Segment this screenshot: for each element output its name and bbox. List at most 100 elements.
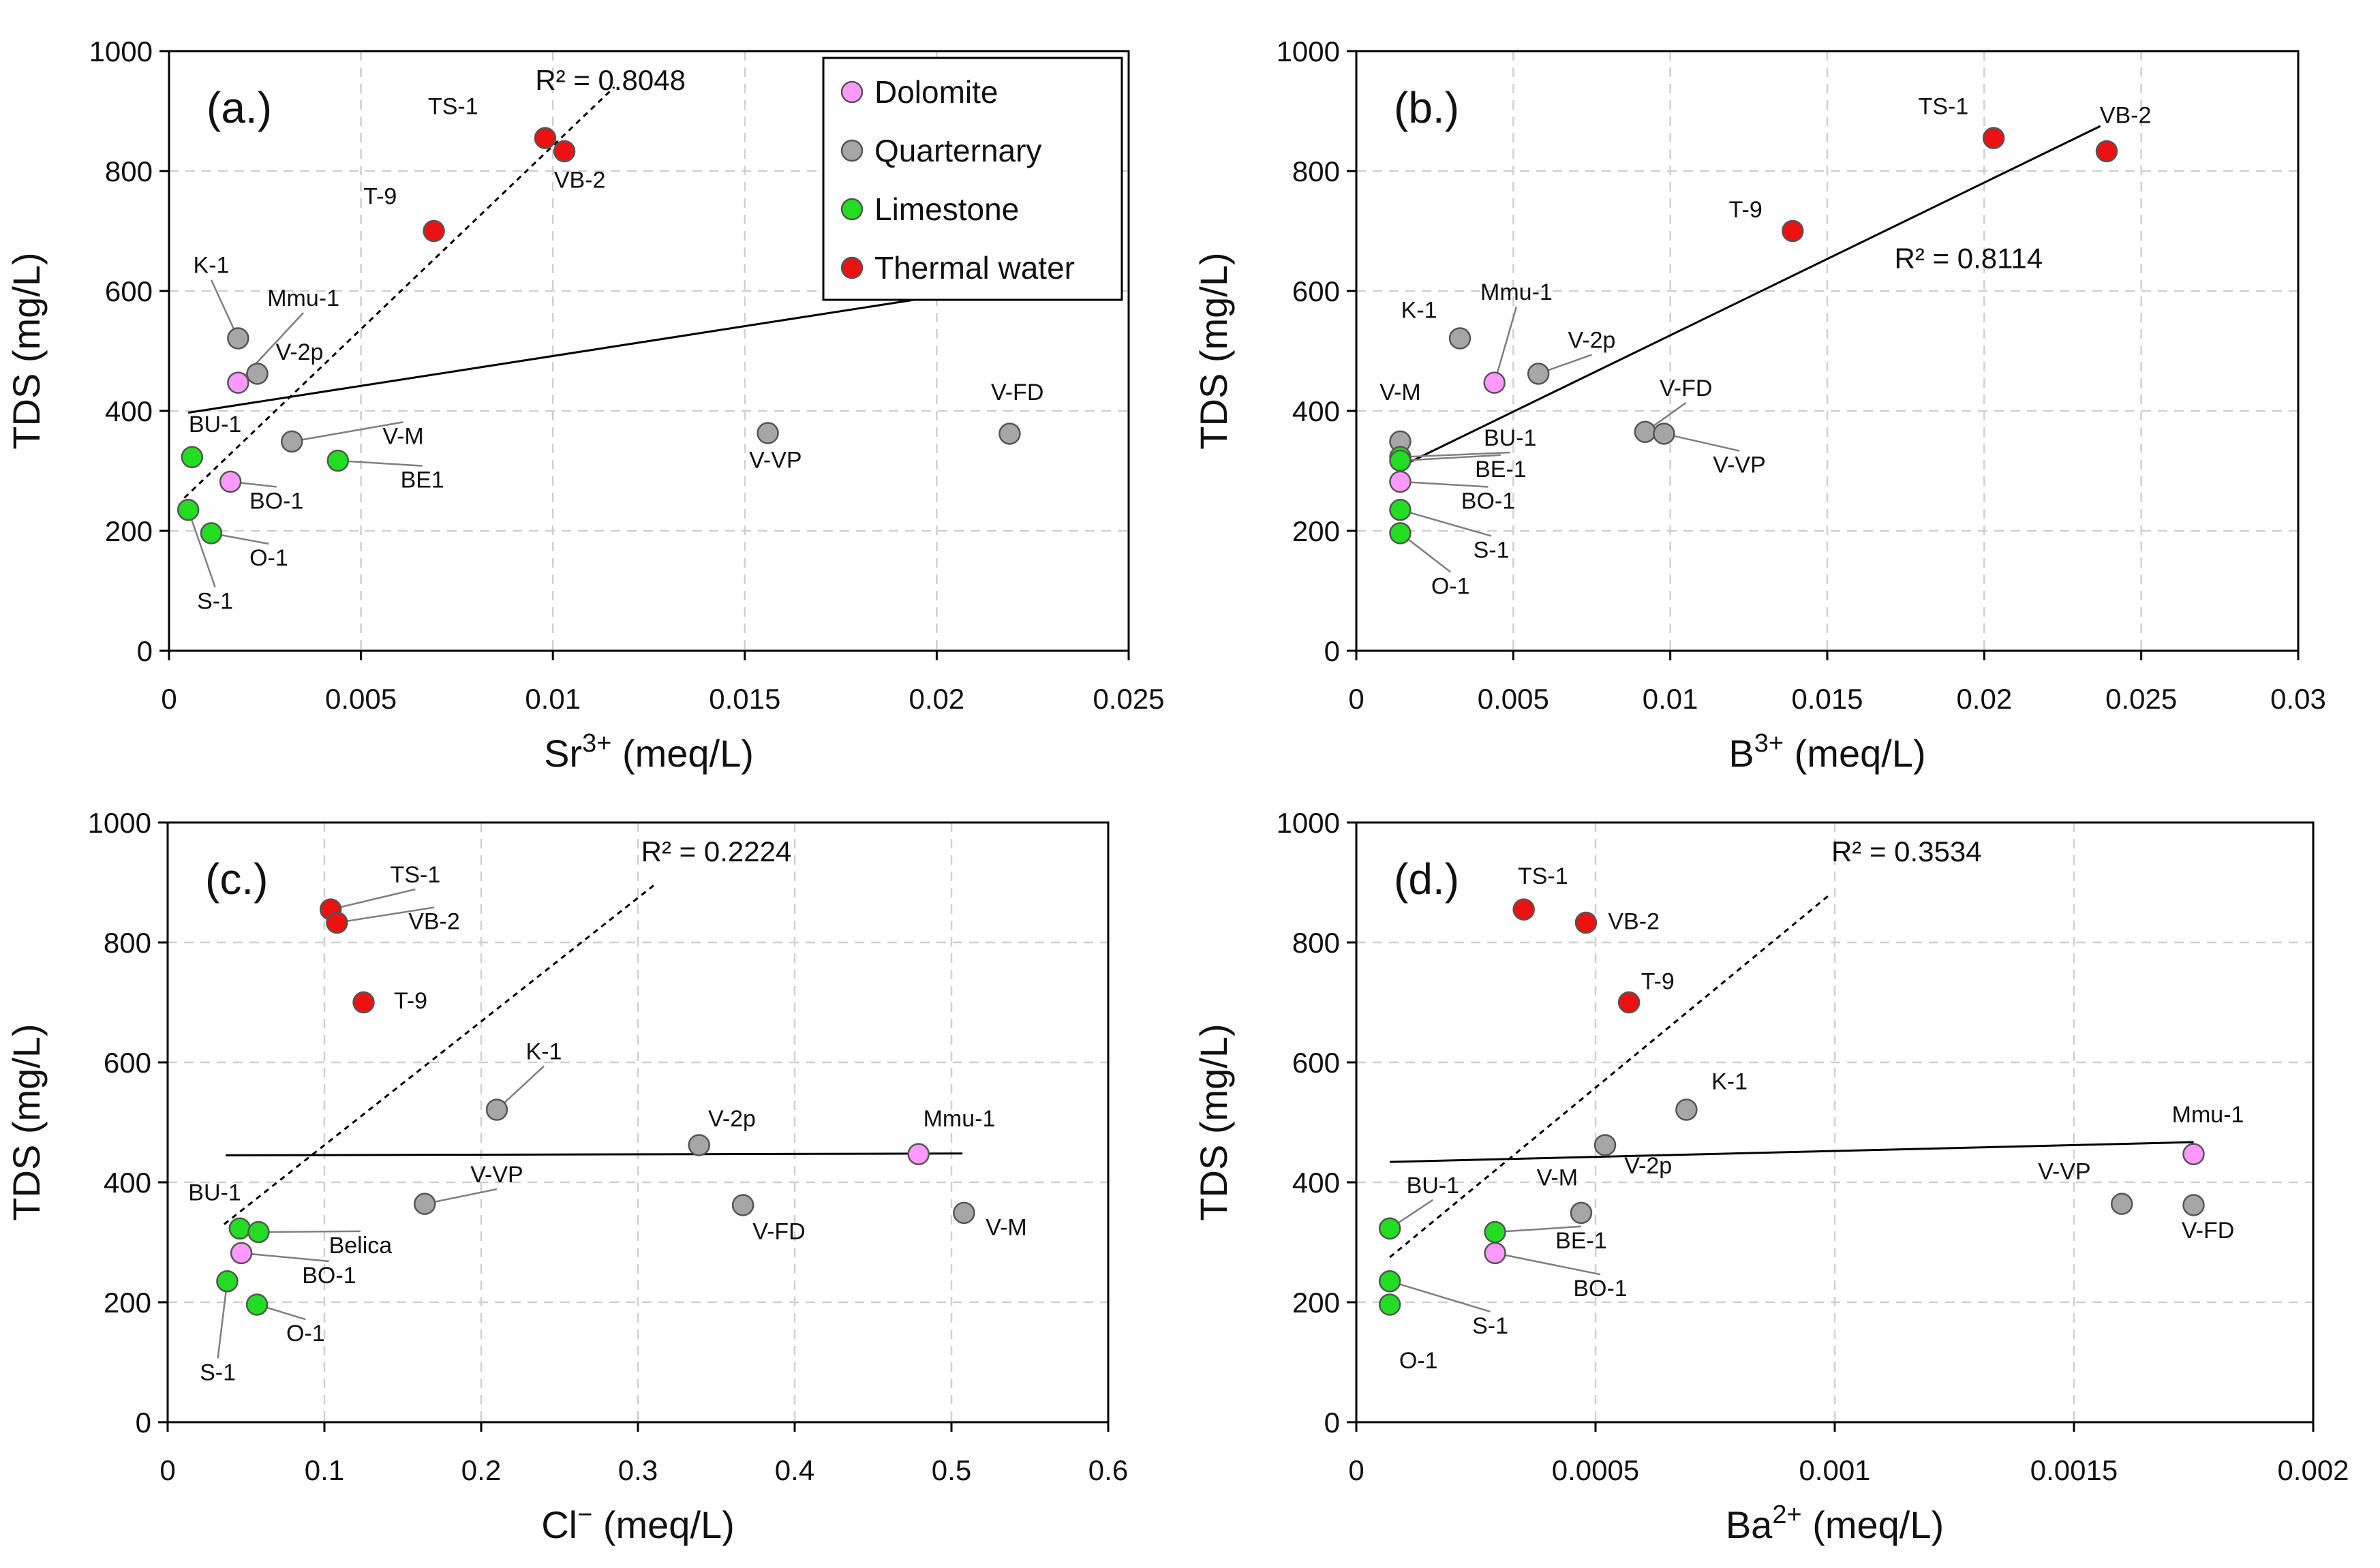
x-tick-label: 0.0005 [1552,1454,1639,1486]
x-tick-label: 0 [1348,683,1364,715]
x-tick-label: 0 [1348,1454,1364,1486]
data-point [1634,420,1657,444]
leader-line [217,1281,228,1359]
point-label: V-VP [470,1162,523,1188]
data-point [2182,1143,2205,1165]
data-point [1512,898,1535,921]
point-label: Mmu-1 [924,1106,996,1132]
point-label: V-M [1537,1165,1578,1190]
legend-label: Limestone [874,191,1019,227]
data-point [731,1194,754,1216]
data-point [1378,1217,1401,1240]
x-axis-title-superscript: 3+ [582,729,611,758]
data-point [1675,1098,1698,1121]
x-tick-label: 0.3 [618,1454,658,1486]
point-label: V-2p [276,339,324,365]
data-point [688,1134,710,1156]
x-axis-title: B3+ (meq/L) [1728,729,1925,775]
point-label: Mmu-1 [1480,279,1553,305]
y-tick-label: 600 [105,275,153,307]
x-axis-title-base: B [1728,732,1754,775]
data-point [1448,327,1471,350]
x-axis-title: Ba2+ (meq/L) [1726,1501,1944,1546]
point-label: S-1 [1474,538,1510,564]
legend-box [822,57,1123,301]
point-label: BU-1 [189,412,241,437]
point-label: V-2p [1624,1153,1672,1179]
point-label: BE-1 [1475,457,1527,482]
data-point [1653,422,1675,445]
leader-line [424,1188,498,1205]
point-label: S-1 [197,588,233,614]
panel-label: (d.) [1394,855,1459,904]
data-point [177,498,200,521]
x-axis-title-superscript: 2+ [1772,1501,1801,1529]
point-label: TS-1 [1919,93,1969,119]
data-point [2182,1194,2205,1216]
x-tick-label: 0.5 [932,1454,971,1486]
leader-line [187,509,216,587]
y-tick-label: 1000 [88,807,151,839]
point-label: TS-1 [391,862,441,888]
r-squared-label: R² = 0.3534 [1831,835,1982,867]
point-label: O-1 [286,1321,325,1347]
y-tick-label: 200 [105,515,153,547]
y-tick-label: 0 [136,1406,151,1439]
x-tick-label: 0 [161,683,177,715]
point-label: VB-2 [408,909,460,935]
data-point [1982,127,2005,149]
data-point [757,422,779,444]
data-point [1378,1293,1401,1316]
y-tick-label: 800 [1292,155,1340,187]
data-point [227,327,249,350]
data-point [1389,449,1412,472]
point-label: S-1 [200,1359,236,1385]
point-label: K-1 [526,1039,562,1065]
x-tick-label: 0.025 [1093,683,1164,715]
point-label: K-1 [193,253,229,279]
legend-marker [840,256,864,279]
x-tick-label: 0.2 [461,1454,501,1486]
point-label: TS-1 [1518,863,1568,889]
point-label: V-VP [1713,452,1765,478]
data-point [352,991,375,1014]
legend-label: Dolomite [874,74,998,110]
y-tick-label: 600 [104,1047,151,1079]
point-label: V-2p [1568,328,1616,354]
data-point [2095,140,2118,163]
data-point [230,1242,253,1265]
chart-panels: 0 0.005 0.01 0.015 0.02 0.025 0 200 400 600 800 100… [5,35,2349,1546]
data-point [216,1270,239,1293]
trend-line-solid [1390,1141,2194,1163]
leader-line [337,906,435,924]
y-tick-label: 800 [1292,927,1340,959]
y-tick-label: 600 [1292,1047,1340,1079]
y-tick-label: 800 [104,927,151,959]
point-label: S-1 [1472,1313,1508,1339]
x-axis-title-unit: (meq/L) [1784,732,1926,775]
data-point [423,219,445,243]
data-point [280,430,303,453]
chart-panel-2: 0 0.005 0.01 0.015 0.02 0.025 0.03 0 200 400 600 80… [1192,35,2326,775]
x-tick-label: 0.025 [2105,683,2177,715]
point-label: BU-1 [1484,425,1536,451]
data-point [200,522,223,544]
data-point [553,140,576,163]
data-point [1484,1242,1506,1265]
leader-line [337,459,423,467]
trend-line-dashed [1389,893,1831,1259]
point-label: V-FD [752,1219,805,1245]
point-label: Mmu-1 [2172,1102,2244,1128]
plot-frame [168,50,1130,652]
x-tick-label: 0.02 [1956,683,2012,715]
leader-line [1389,1280,1491,1312]
data-point [326,449,350,472]
y-axis-title: TDS (mg/L) [1192,1024,1235,1220]
x-axis-title-superscript: − [577,1501,592,1529]
data-point [1483,371,1506,394]
data-point [326,911,348,934]
point-label: V-M [1379,380,1420,405]
y-axis-title: TDS (mg/L) [1192,252,1235,449]
